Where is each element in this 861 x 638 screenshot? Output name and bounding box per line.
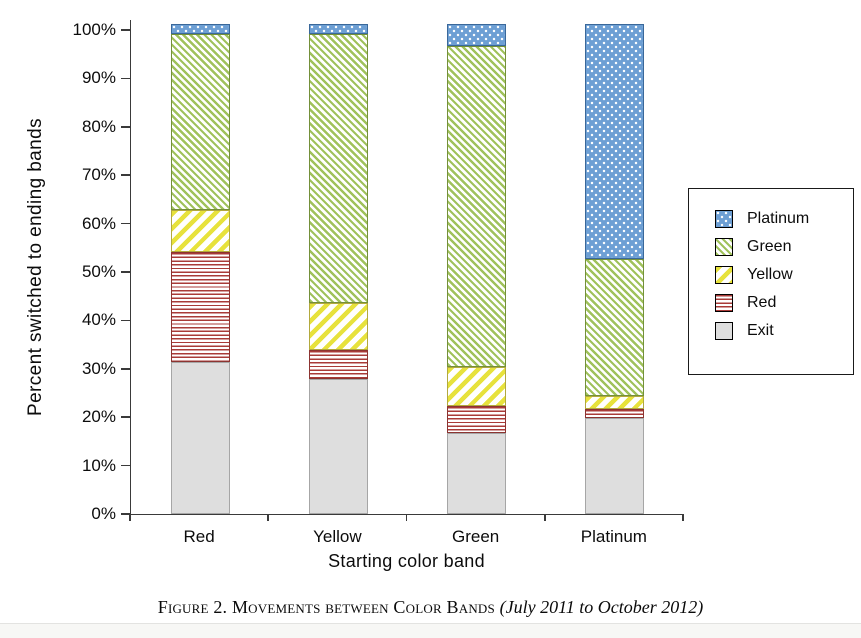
y-tick-mark: [121, 513, 130, 515]
legend-item-red: Red: [715, 294, 853, 312]
stacked-bar-yellow: [308, 24, 368, 514]
bar-segment-green: [170, 33, 230, 211]
figure-caption: Figure 2. Movements between Color Bands …: [0, 597, 861, 618]
y-tick-label: 40%: [81, 310, 116, 330]
x-tick-mark: [543, 514, 546, 521]
y-tick-mark: [121, 174, 130, 176]
legend-label: Green: [747, 238, 792, 255]
bar-segment-green: [308, 33, 368, 304]
x-category-label: Green: [452, 527, 500, 546]
page-bottom-strip: [0, 623, 861, 638]
y-tick-label: 80%: [81, 116, 116, 136]
bar-segment-yellow: [585, 396, 645, 409]
x-tick-mark: [405, 514, 408, 521]
legend-swatch-exit-pattern-icon: [715, 322, 733, 340]
legend-item-green: Green: [715, 238, 853, 256]
bar-segment-green: [585, 259, 645, 397]
y-tick-label: 90%: [81, 68, 116, 88]
legend-swatch-yellow-pattern-icon: [715, 266, 733, 284]
plot-area: [130, 20, 684, 515]
legend-item-exit: Exit: [715, 322, 853, 340]
x-tick-mark: [682, 514, 684, 521]
y-tick-label: 100%: [72, 20, 116, 39]
legend: Platinum Green Yellow Red Exit: [688, 188, 854, 375]
y-tick-label: 20%: [81, 407, 116, 427]
bar-segment-exit: [308, 379, 368, 514]
legend-swatch-green-pattern-icon: [715, 238, 733, 256]
y-tick-mark: [121, 416, 130, 418]
legend-swatch-red-pattern-icon: [715, 294, 733, 312]
bar-segment-platinum: [308, 24, 368, 34]
bar-segment-platinum: [447, 24, 507, 47]
x-tick-mark: [129, 514, 131, 521]
legend-label: Red: [747, 294, 777, 311]
x-category-label: Yellow: [313, 527, 362, 546]
y-tick-label: 0%: [91, 504, 116, 523]
x-axis-title: Starting color band: [328, 551, 485, 571]
bar-segment-yellow: [447, 367, 507, 407]
bar-segment-green: [447, 46, 507, 368]
bar-segment-red: [447, 406, 507, 434]
x-category-label: Red: [183, 527, 215, 546]
bar-segment-yellow: [170, 210, 230, 252]
legend-item-platinum: Platinum: [715, 210, 853, 228]
legend-label: Platinum: [747, 210, 810, 227]
y-tick-mark: [121, 29, 130, 31]
bar-segment-red: [170, 251, 230, 363]
figure-caption-date-range: (July 2011 to October 2012): [499, 597, 704, 617]
y-tick-mark: [121, 77, 130, 80]
y-tick-mark: [121, 319, 130, 322]
bar-segment-yellow: [308, 303, 368, 350]
legend-label: Yellow: [747, 266, 793, 283]
bar-segment-exit: [447, 433, 507, 514]
stacked-bar-green: [447, 24, 507, 514]
y-tick-label: 10%: [81, 455, 116, 475]
bar-segment-exit: [585, 418, 645, 514]
legend-swatch-platinum-pattern-icon: [715, 210, 733, 228]
stacked-bar-platinum: [585, 24, 645, 514]
y-tick-label: 30%: [81, 358, 116, 378]
x-tick-mark: [267, 514, 270, 521]
y-tick-mark: [121, 222, 130, 225]
figure-caption-main: Figure 2. Movements between Color Bands: [157, 597, 500, 617]
legend-label: Exit: [747, 322, 774, 339]
bar-segment-red: [308, 349, 368, 380]
bar-segment-platinum: [585, 24, 645, 260]
x-category-label: Platinum: [580, 527, 647, 546]
bar-segment-exit: [170, 362, 230, 514]
y-tick-label: 70%: [81, 165, 116, 185]
stacked-bar-red: [170, 24, 230, 514]
y-tick-mark: [121, 271, 130, 273]
y-tick-mark: [121, 126, 130, 128]
y-tick-label: 50%: [81, 262, 116, 281]
bar-segment-platinum: [170, 24, 230, 34]
legend-item-yellow: Yellow: [715, 266, 853, 284]
y-axis-title: Percent switched to ending bands: [25, 118, 46, 416]
y-tick-mark: [121, 368, 130, 370]
y-tick-mark: [121, 464, 130, 467]
y-tick-label: 60%: [81, 213, 116, 233]
bar-segment-red: [585, 408, 645, 419]
